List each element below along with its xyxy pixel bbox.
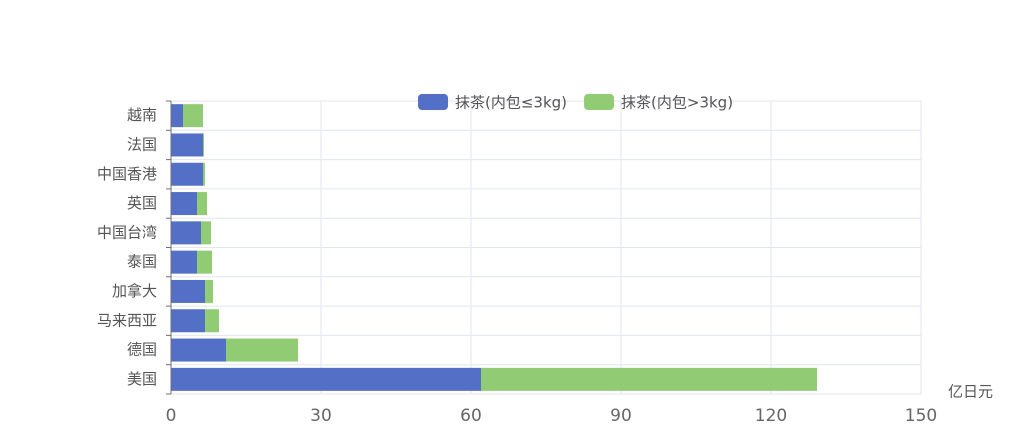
bar <box>171 309 205 333</box>
legend-swatch <box>584 94 615 110</box>
y-tick-label: 中国香港 <box>97 165 157 183</box>
bar <box>205 279 213 303</box>
bar <box>171 250 197 274</box>
legend-label: 抹茶(内包>3kg) <box>621 94 733 112</box>
y-tick-label: 英国 <box>127 194 157 212</box>
y-tick-label: 法国 <box>127 135 157 153</box>
legend-label: 抹茶(内包≤3kg) <box>455 94 567 112</box>
x-tick-label: 30 <box>310 406 332 426</box>
y-tick-label: 中国台湾 <box>97 223 157 241</box>
bar <box>171 367 481 391</box>
legend-swatch <box>418 94 448 110</box>
y-tick-label: 德国 <box>127 341 157 359</box>
y-tick-label: 越南 <box>127 106 157 124</box>
x-tick-label: 0 <box>166 406 177 426</box>
x-tick-label: 120 <box>755 406 787 426</box>
bar <box>171 279 205 303</box>
bar <box>197 250 212 274</box>
y-tick-label: 加拿大 <box>112 282 157 300</box>
bar <box>203 162 205 186</box>
y-tick-label: 马来西亚 <box>97 311 157 329</box>
bar <box>171 338 226 362</box>
bar <box>226 338 298 362</box>
bar <box>171 221 201 245</box>
bar <box>205 309 219 333</box>
bar <box>183 104 203 128</box>
bar <box>201 221 211 245</box>
bar <box>171 192 197 216</box>
bar <box>197 192 207 216</box>
bar <box>481 367 817 391</box>
bar <box>203 133 204 157</box>
x-axis-label: 亿日元 <box>948 383 993 401</box>
bar <box>171 162 203 186</box>
bar <box>171 104 183 128</box>
x-tick-label: 150 <box>905 406 937 426</box>
y-tick-label: 泰国 <box>127 253 157 271</box>
x-tick-label: 90 <box>610 406 632 426</box>
y-tick-label: 美国 <box>127 370 157 388</box>
x-tick-label: 60 <box>460 406 482 426</box>
bar <box>171 133 203 157</box>
